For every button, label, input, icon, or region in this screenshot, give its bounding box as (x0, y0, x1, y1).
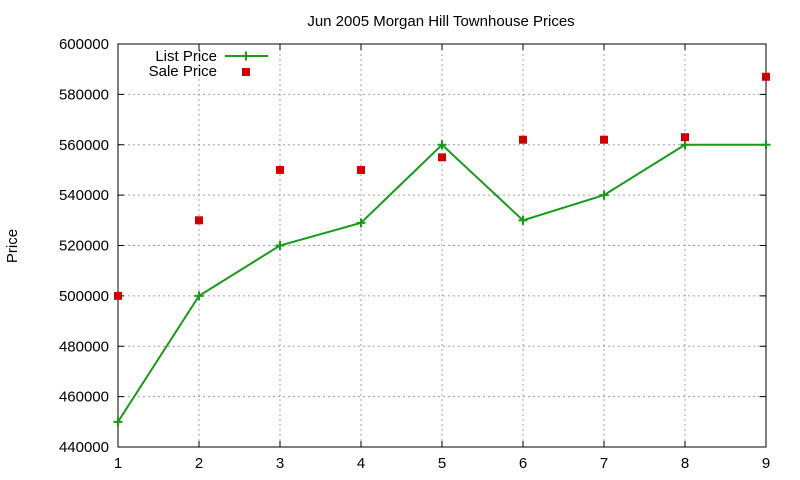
x-tick-label: 9 (762, 455, 770, 472)
x-tick-label: 1 (114, 455, 122, 472)
y-tick-label: 540000 (59, 187, 109, 204)
x-tick-label: 2 (195, 455, 203, 472)
list-price-point (680, 140, 690, 150)
sale-price-point (438, 153, 446, 162)
legend-label-sale-price: Sale Price (149, 63, 217, 80)
legend: List Price Sale Price (149, 48, 268, 80)
sale-price-point (762, 72, 770, 81)
y-tick-label: 580000 (59, 86, 109, 103)
x-tick-label: 7 (600, 455, 608, 472)
legend-marker-sale-price (242, 68, 250, 76)
sale-price-point (600, 135, 608, 144)
list-price-point (275, 241, 285, 250)
sale-price-point (519, 135, 527, 144)
x-tick-label: 8 (681, 455, 689, 472)
legend-label-list-price: List Price (155, 48, 217, 65)
list-price-point (113, 417, 123, 427)
list-price-point (761, 140, 771, 150)
sale-price-point (114, 291, 122, 300)
y-axis-label: Price (4, 229, 21, 263)
y-tick-label: 460000 (59, 389, 109, 406)
y-tick-label: 500000 (59, 288, 109, 305)
sale-price-point (276, 165, 284, 174)
x-tick-label: 6 (519, 455, 527, 472)
chart-title: Jun 2005 Morgan Hill Townhouse Prices (307, 13, 574, 30)
legend-marker-list-price (241, 51, 251, 61)
y-tick-label: 600000 (59, 36, 109, 53)
sale-price-point (681, 133, 689, 142)
list-price-point (599, 190, 609, 200)
x-tick-label: 3 (276, 455, 284, 472)
y-tick-label: 560000 (59, 137, 109, 154)
list-price-point (194, 291, 204, 301)
series-1 (114, 72, 770, 300)
list-price-point (356, 218, 366, 228)
sale-price-point (357, 165, 365, 174)
list-price-point (518, 215, 528, 225)
y-tick-label: 520000 (59, 238, 109, 255)
list-price-point (437, 140, 447, 150)
grid-lines (118, 44, 766, 447)
y-tick-label: 480000 (59, 338, 109, 355)
series-0 (113, 140, 771, 427)
x-tick-label: 5 (438, 455, 446, 472)
data-series (113, 72, 771, 427)
x-tick-label: 4 (357, 455, 365, 472)
axis-ticks: 1 2 3 4 5 6 7 8 9 440000 460000 480000 500000 520000 5… (59, 36, 770, 472)
y-tick-label: 440000 (59, 439, 109, 456)
sale-price-point (195, 216, 203, 225)
